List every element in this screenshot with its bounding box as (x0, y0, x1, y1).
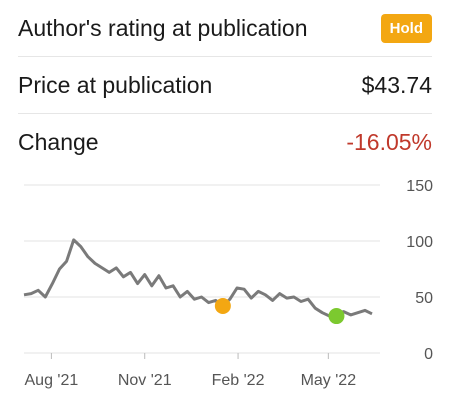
price-label: Price at publication (18, 71, 213, 98)
price-value: $43.74 (361, 71, 432, 98)
x-tick-label: Nov '21 (118, 372, 172, 389)
y-tick-label: 50 (415, 290, 433, 307)
y-axis: 150 100 50 0 (406, 178, 433, 363)
current-marker (328, 308, 345, 325)
rating-label: Author's rating at publication (18, 14, 308, 41)
change-value: -16.05% (346, 128, 432, 155)
series-layer (23, 238, 373, 318)
grid (24, 184, 380, 354)
publication-marker (214, 297, 231, 314)
marker-layer (214, 297, 345, 325)
rating-row: Author's rating at publication Hold (18, 0, 432, 57)
rating-badge: Hold (380, 13, 432, 43)
x-tick-label: Aug '21 (25, 372, 79, 389)
price-chart: 150 100 50 0 Aug '21 Nov '21 Feb '22 May '22 (23, 178, 433, 389)
x-tick-label: May '22 (301, 372, 357, 389)
change-label: Change (18, 128, 99, 155)
y-tick-label: 150 (406, 178, 433, 195)
y-tick-label: 100 (406, 234, 433, 251)
x-tick-label: Feb '22 (212, 372, 265, 389)
y-tick-label: 0 (424, 346, 433, 363)
price-line (23, 238, 373, 318)
change-row: Change -16.05% (18, 114, 432, 170)
x-axis: Aug '21 Nov '21 Feb '22 May '22 (25, 353, 357, 389)
price-row: Price at publication $43.74 (18, 57, 432, 114)
